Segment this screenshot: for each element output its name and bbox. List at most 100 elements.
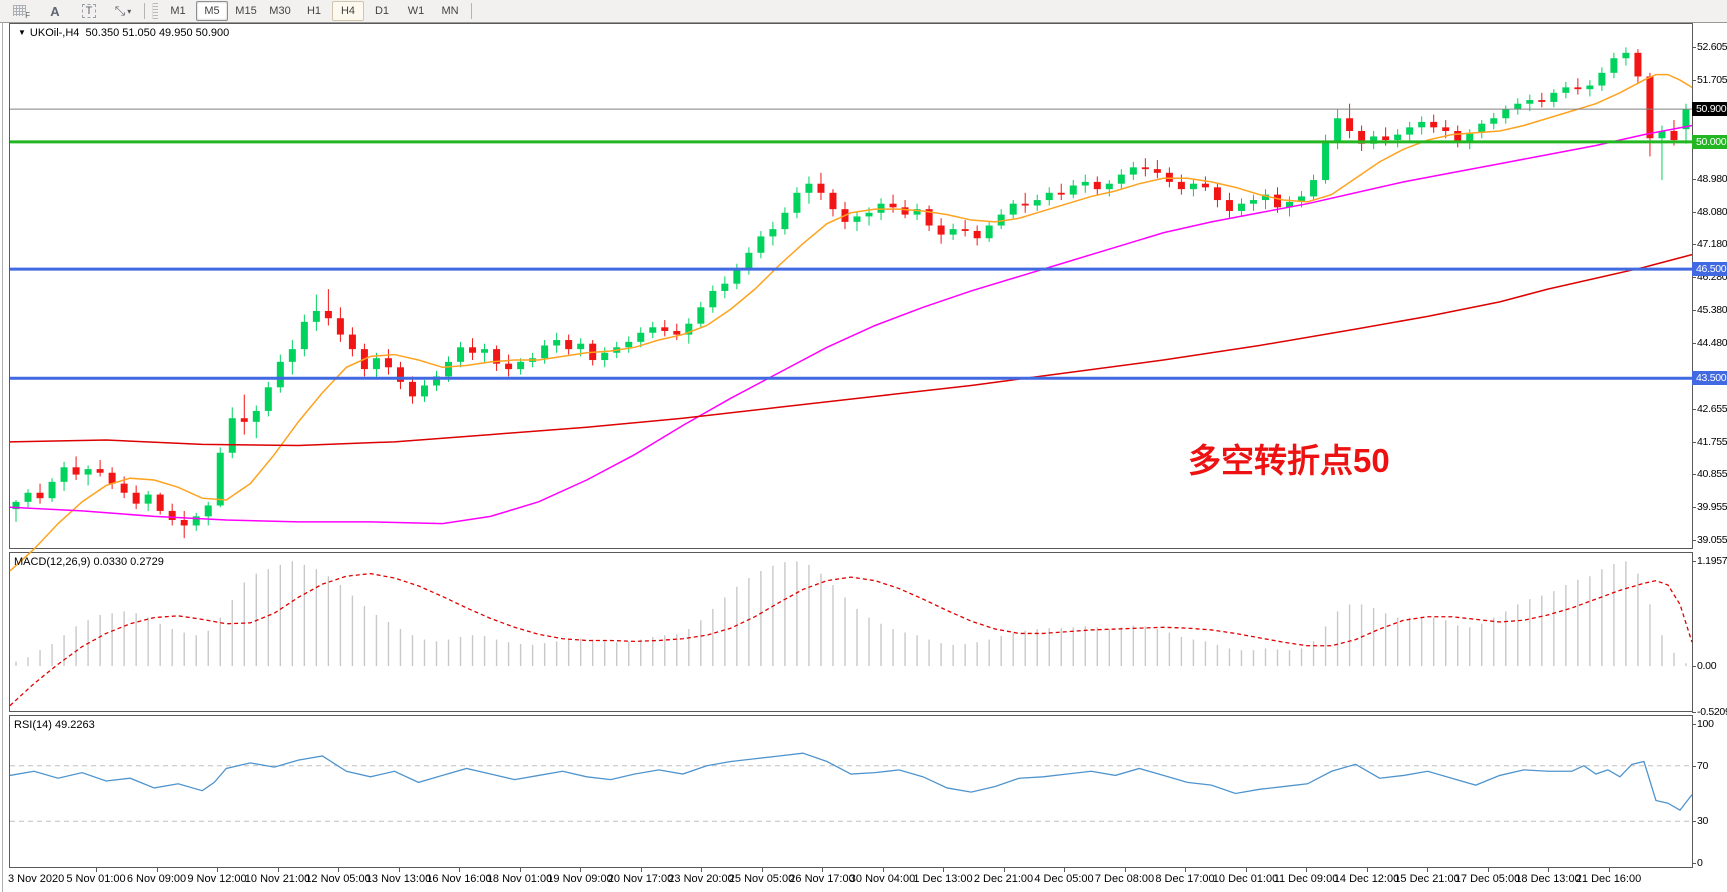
candle [817,183,825,193]
timeframe-button-w1[interactable]: W1 [407,5,425,17]
macd-indicator-label: MACD(12,26,9) 0.0330 0.2729 [14,556,164,568]
candle [1370,136,1378,144]
candle [637,332,645,342]
time-axis-tick [761,868,763,872]
candle [1249,200,1257,204]
time-axis-label: 6 Nov 09:00 [126,873,187,885]
time-axis-tick [1427,868,1428,872]
candle [1574,87,1582,90]
collapse-triangle-icon[interactable]: ▼ [18,28,26,37]
candle [457,347,465,362]
text-label-button[interactable]: A [39,1,71,21]
chevron-down-icon[interactable]: ▾ [127,6,132,16]
main-chart-panel[interactable] [9,23,1693,549]
candle [312,310,320,322]
candle [481,349,489,353]
candle [625,341,633,348]
candle [829,192,837,210]
candle [1442,127,1450,131]
ma-fast [9,73,1693,572]
time-axis-label: 11 Dec 09:00 [1273,873,1339,885]
candle [1502,109,1510,119]
time-axis-label: 18 Nov 01:00 [486,873,553,885]
candle [1093,181,1101,190]
time-axis-tick [882,868,884,872]
time-axis-tick [1124,868,1126,872]
time-axis-label: 16 Nov 16:00 [426,873,492,885]
macd-axis-label: 1.1957 [1697,555,1727,567]
time-axis-tick [96,868,97,872]
price-axis-label-tick [1692,80,1696,81]
candle [288,349,296,362]
candle [745,252,753,270]
rsi-axis-label-tick [1692,724,1696,725]
candle [733,269,741,284]
price-axis-label-tick [1692,442,1696,443]
timeframe-button-m5[interactable]: M5 [196,1,228,21]
time-axis-label: 10 Nov 21:00 [244,873,311,885]
rsi-panel[interactable] [9,715,1693,868]
candle [889,203,897,208]
price-badge-50.900: 50.900 [1692,102,1727,116]
candle [24,492,32,502]
candle [757,236,765,253]
grid-f-label: F [25,10,30,20]
candle [493,349,501,364]
timeframe-button-m30[interactable]: M30 [269,5,291,17]
templates-button[interactable]: F [5,1,37,21]
timeframe-button-mn[interactable]: MN [441,5,459,17]
candle [1538,100,1546,102]
price-axis-label-tick [1692,343,1696,344]
rsi-axis-label-tick [1692,821,1696,822]
candle [541,345,549,359]
chart-text-annotation[interactable]: 多空转折点50 [1188,442,1390,479]
rsi-axis-label-tick [1692,863,1696,864]
timeframe-button-h4[interactable]: H4 [332,1,364,21]
time-axis-label: 13 Nov 13:00 [365,873,432,885]
timeframe-button-h1[interactable]: H1 [306,5,322,17]
macd-panel[interactable] [9,552,1693,712]
candle [1069,185,1077,195]
candle [1622,52,1630,59]
time-axis-label: 15 Dec 21:00 [1394,873,1460,885]
timeframe-button-m1[interactable]: M1 [170,5,186,17]
candle [469,347,477,353]
candle [1165,172,1173,182]
candle [1418,121,1426,128]
timeframe-button-d1[interactable]: D1 [374,5,390,17]
chart-title-text: UKOil-,H4 50.350 51.050 49.950 50.900 [29,27,230,39]
candle [1550,92,1558,102]
candle [1658,130,1666,139]
letter-a-icon: A [50,3,60,19]
candle [384,358,392,368]
ma-fast-line [9,73,1693,572]
candle [565,340,573,350]
window-left-frame [2,22,3,892]
candle [1117,174,1125,184]
price-axis-label: 42.655 [1697,403,1727,415]
rsi-indicator-label: RSI(14) 49.2263 [14,719,95,731]
candle [180,520,188,526]
time-axis-label: 7 Dec 08:00 [1094,873,1155,885]
timeframe-button-m15[interactable]: M15 [235,5,257,17]
price-badge-50.000: 50.000 [1692,135,1727,149]
time-axis-tick [701,868,702,872]
time-axis-label: 21 Dec 16:00 [1575,873,1642,885]
candle [1201,183,1209,188]
toolbar-grip[interactable] [152,3,158,19]
rsi-axis-label: 30 [1697,815,1709,827]
candle [1177,181,1185,190]
time-axis-label: 23 Nov 20:00 [668,873,734,885]
time-axis-label: 5 Nov 01:00 [66,873,126,885]
candle [396,367,404,382]
time-axis-label: 25 Nov 05:00 [728,873,795,885]
candle [949,229,957,235]
candle [805,183,813,193]
projection-tool-button[interactable]: ⤡ ▾ [107,1,139,21]
macd-axis-label: 0.00 [1697,660,1717,672]
candle [1225,200,1233,211]
text-box-button[interactable]: T [73,1,105,21]
candle [144,494,152,504]
macd-axis-label-tick [1692,561,1696,562]
